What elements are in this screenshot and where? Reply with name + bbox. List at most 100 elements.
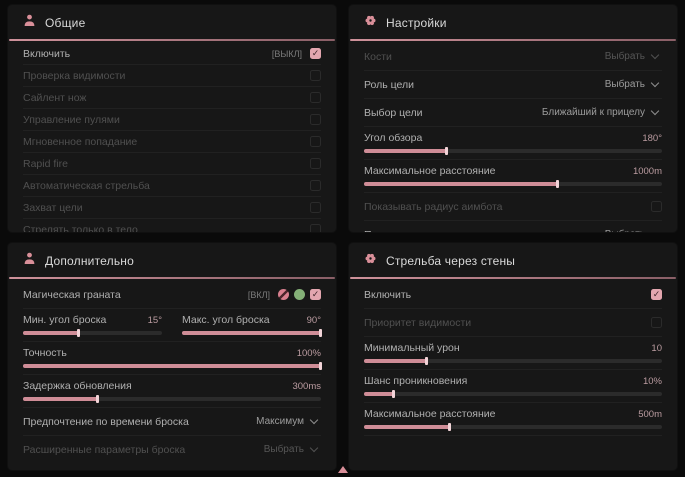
slider-handle[interactable] (424, 357, 428, 365)
checkbox[interactable]: ✓ (310, 48, 321, 59)
header-accent-line (9, 277, 335, 279)
dropdown-select[interactable]: Максимум (252, 413, 321, 430)
row-label: Выбор цели (364, 106, 423, 119)
checkbox[interactable] (310, 158, 321, 169)
toggle-row: Сайлент нож (23, 87, 321, 109)
row-label: Проверка видимости (23, 69, 126, 82)
green-flower-icon[interactable] (294, 289, 305, 300)
slider-track[interactable] (364, 390, 662, 398)
checkbox[interactable] (310, 180, 321, 191)
row-label: Управление пулями (23, 113, 120, 126)
row-label: Предпочтение по времени броска (23, 415, 189, 428)
slider-value: 100% (296, 348, 321, 359)
slider-track[interactable] (182, 329, 322, 337)
slider-row: Мин. угол броска 15° Макс. угол броска 90° (23, 309, 322, 342)
keybind-badge: [ВКЛ] (247, 289, 270, 300)
select-value: Выбрать (604, 51, 645, 62)
slider-value: 180° (642, 133, 662, 144)
panel-settings-header: Настройки (349, 5, 677, 39)
toggle-row: Включить ✓ (364, 281, 662, 309)
slider-line: Задержка обновления 300ms (23, 380, 321, 392)
pink-flower-icon[interactable] (278, 289, 289, 300)
toggle-row: Проверка видимости (23, 65, 321, 87)
person-target-icon (23, 252, 36, 270)
slider-half-left: Мин. угол броска 15° (23, 314, 162, 337)
slider-handle[interactable] (391, 390, 395, 398)
checkbox[interactable] (651, 201, 662, 212)
slider-handle[interactable] (319, 362, 322, 370)
row-label: Показывать радиус аимбота (364, 200, 503, 213)
checkbox[interactable] (310, 114, 321, 125)
chevron-down-icon (650, 50, 660, 60)
select-value: Выбрать (604, 79, 645, 90)
checkbox[interactable] (651, 317, 662, 328)
slider-line: Шанс проникновения 10% (364, 375, 662, 387)
slider-track[interactable] (364, 423, 662, 431)
row-label: Минимальный урон (364, 342, 460, 354)
slider-half-right: Макс. угол броска 90° (182, 314, 322, 337)
checkbox[interactable]: ✓ (651, 289, 662, 300)
slider-handle[interactable] (555, 180, 559, 188)
slider-line: Максимальное расстояние 500m (364, 408, 662, 420)
slider-row: Шанс проникновения 10% (364, 370, 662, 403)
header-accent-line (9, 39, 335, 41)
toggle-row: Захват цели (23, 197, 321, 219)
dropdown-select[interactable]: Выбрать (601, 226, 662, 232)
keybind-badge: [ВЫКЛ] (271, 48, 302, 59)
panel-settings: Настройки Кости Выбрать Роль цели Выбрать Вы… (349, 5, 677, 232)
slider-track[interactable] (23, 329, 162, 337)
header-accent-line (350, 277, 676, 279)
row-label: Максимальное расстояние (364, 165, 496, 177)
row-label: Приоритет видимости (364, 316, 472, 329)
panel-general: Общие Включить [ВЫКЛ] ✓ Проверка видимости С… (8, 5, 336, 232)
row-label: Показывать цель (364, 229, 448, 233)
slider-value: 500m (638, 409, 662, 420)
checkbox[interactable] (310, 136, 321, 147)
checkbox[interactable]: ✓ (310, 289, 321, 300)
dropdown-select[interactable]: Ближайший к прицелу (538, 104, 662, 121)
panel-title: Стрельба через стены (386, 254, 516, 268)
panel-additional: Дополнительно Магическая граната [ВКЛ] ✓ Ми… (8, 243, 336, 470)
checkbox[interactable] (310, 70, 321, 81)
slider-track[interactable] (23, 362, 322, 370)
checkbox[interactable] (310, 224, 321, 232)
slider-handle[interactable] (95, 395, 99, 403)
slider-fill (364, 392, 394, 396)
toggle-row: Магическая граната [ВКЛ] ✓ (23, 281, 321, 309)
slider-track[interactable] (364, 147, 662, 155)
slider-handle[interactable] (76, 329, 80, 337)
panel-general-header: Общие (8, 5, 336, 39)
toggle-row: Приоритет видимости (364, 309, 662, 337)
panel-additional-header: Дополнительно (8, 243, 336, 277)
dropdown-select[interactable]: Выбрать (601, 76, 662, 93)
slider-fill (23, 331, 79, 335)
slider-handle[interactable] (445, 147, 449, 155)
panel-wallbang-header: Стрельба через стены (349, 243, 677, 277)
checkbox[interactable] (310, 92, 321, 103)
dropdown-select[interactable]: Выбрать (601, 48, 662, 65)
select-row: Кости Выбрать (364, 43, 662, 71)
slider-track[interactable] (364, 357, 662, 365)
slider-track[interactable] (364, 180, 662, 188)
row-label: Мгновенное попадание (23, 135, 138, 148)
select-row: Расширенные параметры броска Выбрать (23, 436, 321, 463)
row-label: Сайлент нож (23, 91, 87, 104)
panel-additional-rows: Магическая граната [ВКЛ] ✓ Мин. угол броска… (8, 279, 336, 463)
row-label: Rapid fire (23, 157, 68, 170)
select-value: Выбрать (605, 229, 645, 232)
panel-settings-rows: Кости Выбрать Роль цели Выбрать Выбор цели Бл… (349, 41, 677, 232)
slider-track[interactable] (23, 395, 321, 403)
slider-handle[interactable] (319, 329, 322, 337)
row-label: Стрелять только в тело (23, 223, 138, 233)
checkbox[interactable] (310, 202, 321, 213)
select-row: Предпочтение по времени броска Максимум (23, 408, 321, 436)
slider-handle[interactable] (448, 423, 452, 431)
toggle-row: Управление пулями (23, 109, 321, 131)
slider-pair: Мин. угол броска 15° Макс. угол броска 90° (23, 314, 322, 337)
select-row: Роль цели Выбрать (364, 71, 662, 99)
select-row: Выбор цели Ближайший к прицелу (364, 99, 662, 127)
row-label: Мин. угол броска (23, 314, 107, 326)
dropdown-select[interactable]: Выбрать (260, 441, 321, 458)
